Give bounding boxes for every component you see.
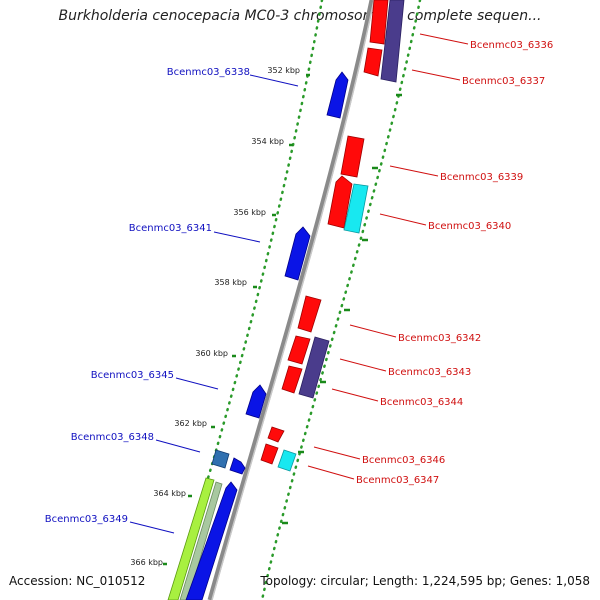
gene-6336b[interactable] <box>363 47 383 77</box>
tick-label: 352 kbp <box>267 66 300 75</box>
leader-line <box>389 165 439 177</box>
gene-6348[interactable] <box>211 449 230 469</box>
dotted-track-left <box>168 0 324 600</box>
gene-label-6342[interactable]: Bcenmc03_6342 <box>398 333 481 344</box>
gene-6339b[interactable] <box>327 175 353 229</box>
leader-line <box>419 33 469 45</box>
gene-6340[interactable] <box>343 183 369 234</box>
gene-6338[interactable] <box>326 71 349 119</box>
leader-line <box>307 465 355 480</box>
sequence-backbone-shadow <box>211 0 375 600</box>
gene-6346[interactable] <box>267 426 285 443</box>
gene-6344[interactable] <box>298 336 330 399</box>
right-leader-lines <box>307 33 469 480</box>
accession-text: Accession: NC_010512 <box>9 574 146 588</box>
gene-label-6344[interactable]: Bcenmc03_6344 <box>380 397 463 408</box>
gene-label-6338[interactable]: Bcenmc03_6338 <box>167 67 250 78</box>
tick-label: 362 kbp <box>174 419 207 428</box>
tick-label: 364 kbp <box>153 489 186 498</box>
leader-line <box>313 446 361 460</box>
gene-6348b[interactable] <box>229 457 246 475</box>
leader-line <box>411 69 461 81</box>
gene-6349-lime[interactable] <box>167 477 215 600</box>
gene-6343[interactable] <box>287 335 311 365</box>
leader-line <box>155 439 201 453</box>
gene-label-6339[interactable]: Bcenmc03_6339 <box>440 172 523 183</box>
gene-6341[interactable] <box>284 226 311 281</box>
dotted-track-right <box>260 0 422 600</box>
leader-line <box>175 377 219 390</box>
gene-label-6347[interactable]: Bcenmc03_6347 <box>356 475 439 486</box>
gene-label-6348[interactable]: Bcenmc03_6348 <box>71 432 154 443</box>
gene-6346b[interactable] <box>260 443 279 465</box>
gene-6349-sage[interactable] <box>179 481 223 600</box>
leader-line <box>331 388 379 402</box>
tick-label: 366 kbp <box>130 558 163 567</box>
dotted-tracks <box>168 0 422 600</box>
map-title: Burkholderia cenocepacia MC0-3 chromosom… <box>58 8 542 24</box>
leader-line <box>129 521 175 534</box>
tick-label: 360 kbp <box>195 349 228 358</box>
tick-label: 358 kbp <box>214 278 247 287</box>
gene-label-6337[interactable]: Bcenmc03_6337 <box>462 76 545 87</box>
genes <box>167 0 405 600</box>
gene-6347[interactable] <box>277 449 297 472</box>
gene-6337[interactable] <box>380 0 405 83</box>
tick-label: 356 kbp <box>233 208 266 217</box>
gene-label-6340[interactable]: Bcenmc03_6340 <box>428 221 511 232</box>
gene-label-6346[interactable]: Bcenmc03_6346 <box>362 455 445 466</box>
sequence-backbone <box>207 0 375 600</box>
gene-6343b[interactable] <box>281 365 303 394</box>
gene-label-6336[interactable]: Bcenmc03_6336 <box>470 40 553 51</box>
left-leader-lines <box>129 74 299 534</box>
leader-line <box>379 213 427 226</box>
right-gene-labels: Bcenmc03_6336 Bcenmc03_6337 Bcenmc03_633… <box>356 40 553 486</box>
gene-6339[interactable] <box>340 135 365 178</box>
gene-label-6345[interactable]: Bcenmc03_6345 <box>91 370 174 381</box>
ruler-ticks <box>163 73 402 566</box>
gene-6349-blue[interactable] <box>185 481 238 600</box>
leader-line <box>349 324 397 338</box>
leader-line <box>249 74 299 87</box>
leader-line <box>213 231 261 243</box>
left-gene-labels: Bcenmc03_6338 Bcenmc03_6341 Bcenmc03_634… <box>45 67 250 525</box>
gene-label-6349[interactable]: Bcenmc03_6349 <box>45 514 128 525</box>
gene-6342[interactable] <box>297 295 322 333</box>
gene-6345[interactable] <box>245 384 267 419</box>
gene-label-6341[interactable]: Bcenmc03_6341 <box>129 223 212 234</box>
summary-text: Topology: circular; Length: 1,224,595 bp… <box>260 574 590 588</box>
gene-label-6343[interactable]: Bcenmc03_6343 <box>388 367 471 378</box>
tick-label: 354 kbp <box>251 137 284 146</box>
gene-6336[interactable] <box>369 0 389 45</box>
leader-line <box>339 358 387 372</box>
